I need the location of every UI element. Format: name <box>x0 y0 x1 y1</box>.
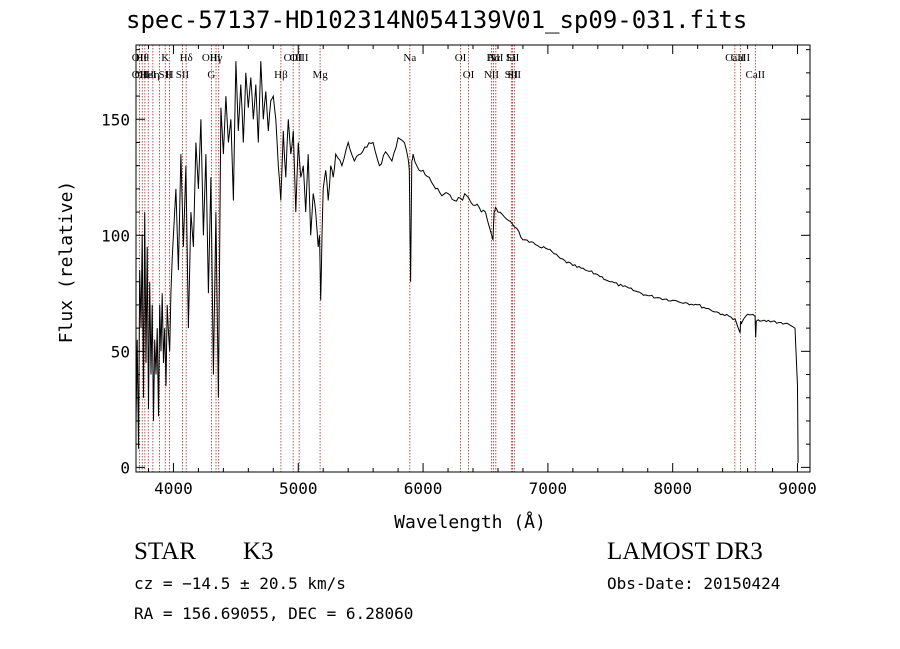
line-label-top: Li <box>506 52 516 64</box>
y-tick-label: 150 <box>101 110 130 129</box>
line-label-mid: SII <box>508 69 522 81</box>
coordinates: RA = 156.69055, DEC = 6.28060 <box>134 604 414 623</box>
line-label-mid: Hβ <box>274 69 288 81</box>
line-label-top: OI <box>455 52 467 64</box>
x-tick-label: 6000 <box>404 479 443 498</box>
spectrum-series <box>135 61 799 463</box>
line-label-mid: CaII <box>746 69 766 81</box>
line-label-mid: SII <box>158 69 172 81</box>
line-label-top: Hδ <box>180 52 193 64</box>
object-class: STAR <box>134 538 196 565</box>
line-label-mid: SII <box>176 69 190 81</box>
redshift-velocity: cz = −14.5 ± 20.5 km/s <box>134 574 346 593</box>
line-label-top: Hθ <box>136 52 149 64</box>
line-label-top: SII <box>506 52 520 64</box>
line-label-top: CaII <box>725 52 745 64</box>
line-label-mid: HeI <box>140 69 157 81</box>
line-label-mid: G <box>207 69 215 81</box>
line-label-top: K <box>161 52 169 64</box>
line-label-mid: Hη <box>146 69 160 81</box>
line-label-top: CaII <box>731 52 751 64</box>
y-axis: 0 50 100 150 <box>101 49 810 477</box>
x-tick-label: 9000 <box>778 479 817 498</box>
line-label-top: OIII <box>284 52 303 64</box>
x-axis-label: Wavelength (Å) <box>394 511 546 533</box>
spectral-line-markers <box>138 45 756 472</box>
object-subclass: K3 <box>243 538 274 565</box>
line-label-mid: H <box>166 69 174 81</box>
line-label-top: Na <box>403 52 416 64</box>
y-axis-label: Flux (relative) <box>56 181 77 344</box>
survey-name: LAMOST DR3 <box>607 538 763 565</box>
x-tick-label: 7000 <box>529 479 568 498</box>
x-tick-label: 5000 <box>279 479 318 498</box>
line-label-mid: Mg <box>312 69 328 81</box>
line-label-mid: OI <box>463 69 475 81</box>
line-label-top: Hα <box>486 52 500 64</box>
x-axis: 4000 5000 6000 7000 8000 9000 <box>147 45 817 498</box>
line-label-mid: NII <box>484 69 500 81</box>
line-label-top: Hγ <box>210 52 223 64</box>
chart-title: spec-57137-HD102314N054139V01_sp09-031.f… <box>126 6 748 34</box>
line-label-mid: OII <box>135 69 151 81</box>
y-tick-label: 50 <box>111 342 130 361</box>
line-label-mid: SII <box>505 69 519 81</box>
line-label-top: OIII <box>290 52 309 64</box>
line-label-top: OIII <box>202 52 221 64</box>
observation-date: Obs-Date: 20150424 <box>607 574 781 593</box>
y-tick-label: 100 <box>101 226 130 245</box>
x-tick-label: 8000 <box>653 479 692 498</box>
y-tick-label: 0 <box>120 458 130 477</box>
x-tick-label: 4000 <box>154 479 193 498</box>
line-label-top: NII <box>488 52 504 64</box>
